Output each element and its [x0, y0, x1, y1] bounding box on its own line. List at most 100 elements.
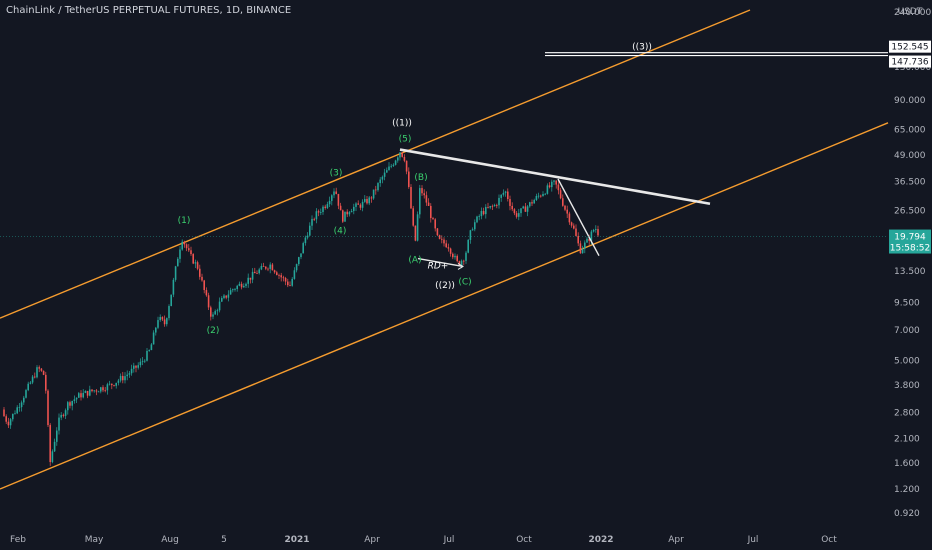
- y-tick-label: 90.000: [894, 96, 926, 106]
- candle: [326, 201, 329, 210]
- candle: [73, 395, 76, 404]
- candle: [227, 290, 230, 302]
- candle: [150, 343, 153, 351]
- candle: [546, 183, 549, 195]
- candle: [122, 371, 124, 384]
- candle: [531, 199, 533, 206]
- trendline-1[interactable]: [557, 178, 600, 257]
- candle: [97, 390, 100, 393]
- candle: [304, 235, 307, 246]
- candle: [381, 175, 384, 184]
- candle: [229, 287, 232, 295]
- candle: [513, 208, 516, 216]
- candle: [522, 205, 524, 209]
- candle: [337, 193, 340, 210]
- candle: [49, 423, 51, 466]
- candle: [289, 281, 291, 287]
- trendline-0[interactable]: [399, 148, 711, 206]
- channel-line-1[interactable]: [0, 122, 889, 490]
- candle: [315, 208, 318, 224]
- candle-layer: [3, 152, 599, 466]
- candle: [339, 202, 342, 211]
- candle: [216, 308, 219, 316]
- candle: [18, 402, 21, 412]
- candle: [51, 449, 54, 464]
- x-tick-label: Oct: [516, 535, 532, 545]
- candle: [214, 309, 216, 315]
- candle: [434, 218, 436, 232]
- candle: [159, 314, 161, 322]
- y-tick-label: 0.920: [894, 509, 920, 519]
- candle: [489, 205, 491, 210]
- candle: [579, 240, 582, 254]
- candle: [166, 317, 168, 327]
- candle: [36, 365, 38, 379]
- candle: [375, 185, 377, 195]
- candle: [370, 196, 373, 203]
- candle: [313, 217, 315, 222]
- candle: [64, 408, 67, 420]
- candle: [102, 385, 104, 393]
- channel-line-0[interactable]: [0, 9, 751, 319]
- candle: [133, 362, 135, 373]
- x-tick-label: 2021: [284, 535, 309, 545]
- candle: [238, 281, 241, 287]
- candle: [430, 203, 432, 223]
- candle: [31, 375, 34, 385]
- candle: [163, 315, 166, 327]
- candle: [309, 222, 311, 236]
- last-price-badge: [889, 229, 931, 254]
- y-tick-label: 26.500: [894, 206, 926, 216]
- candle: [361, 199, 364, 212]
- candle: [401, 152, 403, 158]
- candle: [392, 163, 395, 168]
- candle: [526, 205, 529, 217]
- candle: [78, 392, 80, 398]
- candle: [533, 198, 535, 204]
- candle: [27, 381, 29, 392]
- candle: [190, 246, 192, 256]
- x-axis[interactable]: Feb May Aug 5 2021 Apr Jul Oct 2022 Apr Jul Oct: [10, 535, 837, 545]
- candle: [573, 223, 575, 230]
- candle: [544, 192, 546, 196]
- candle: [181, 239, 183, 251]
- candle: [34, 372, 36, 379]
- x-tick-label: Jul: [443, 535, 455, 545]
- candle: [577, 232, 579, 247]
- candle: [452, 252, 454, 260]
- candle: [423, 189, 425, 199]
- candle: [53, 438, 56, 452]
- candle: [260, 263, 263, 271]
- candle: [25, 388, 27, 399]
- candle: [331, 194, 333, 206]
- candle: [566, 205, 568, 219]
- candle-countdown: 15:58:52: [890, 244, 930, 254]
- candle: [504, 190, 507, 197]
- candle: [575, 224, 577, 237]
- candle: [111, 383, 113, 390]
- price-level-badge-1: [889, 55, 931, 68]
- candle: [291, 277, 293, 287]
- candle: [75, 397, 78, 404]
- candle: [29, 381, 32, 385]
- candle: [555, 180, 557, 189]
- candle: [71, 400, 73, 411]
- x-tick-label: Oct: [821, 535, 837, 545]
- candle: [185, 243, 188, 252]
- wave-label: (4): [334, 226, 347, 236]
- price-level-layer: [0, 52, 888, 237]
- candle: [56, 427, 58, 446]
- candle: [155, 326, 157, 336]
- candle: [584, 240, 586, 254]
- candle: [62, 413, 65, 418]
- candle: [95, 389, 98, 396]
- trendline-2[interactable]: [417, 257, 464, 268]
- candle: [232, 288, 234, 293]
- wave-label: (C): [458, 278, 471, 288]
- candle: [14, 410, 16, 415]
- candle: [177, 257, 179, 267]
- candle: [249, 277, 252, 284]
- candle: [40, 368, 43, 372]
